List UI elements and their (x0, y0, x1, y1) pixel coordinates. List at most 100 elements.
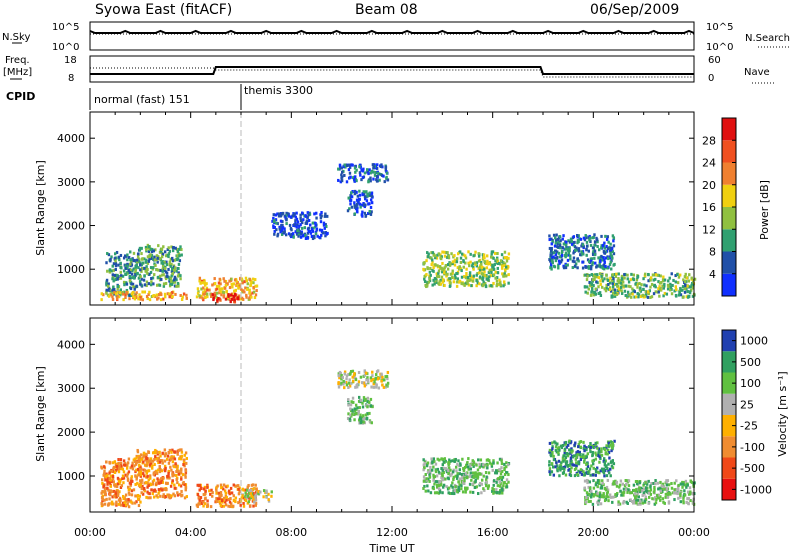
velocity-cell (151, 482, 155, 486)
velocity-cell (122, 504, 125, 508)
velocity-cell (592, 486, 596, 490)
velocity-cell (478, 462, 481, 466)
velocity-cell (451, 459, 454, 463)
power-cell (597, 256, 600, 260)
power-cell (354, 178, 358, 182)
velocity-cell (246, 488, 249, 492)
velocity-cell (357, 409, 361, 413)
power-cell (466, 275, 470, 279)
power-cell (162, 297, 165, 301)
power-cell (233, 293, 237, 297)
power-cell (426, 267, 429, 271)
power-cell (318, 228, 322, 232)
velocity-cell (149, 483, 153, 487)
velocity-cell (428, 475, 432, 479)
power-cell (503, 256, 507, 260)
velocity-cell (636, 492, 639, 496)
velocity-cell (178, 457, 181, 461)
power-cell (494, 259, 497, 263)
power-cell (582, 244, 585, 248)
velocity-cell (149, 461, 153, 465)
power-cell (354, 170, 357, 174)
velocity-cell (551, 441, 554, 445)
velocity-cell (347, 398, 350, 402)
velocity-cell (548, 472, 552, 476)
power-cell (480, 262, 483, 266)
velocity-cell (228, 500, 232, 504)
velocity-cell (616, 491, 619, 495)
power-cell (109, 293, 113, 297)
velocity-cell (173, 457, 177, 461)
velocity-cell (606, 448, 610, 452)
velocity-cell (447, 486, 451, 490)
power-cell (572, 235, 576, 239)
power-cell (208, 288, 211, 292)
velocity-cell (209, 505, 213, 509)
power-cell (146, 296, 149, 300)
power-cell (140, 267, 144, 271)
velocity-cell (110, 469, 113, 473)
velocity-cell (612, 495, 615, 499)
velocity-cell (605, 485, 609, 489)
velocity-cell (589, 493, 592, 497)
power-cell (233, 298, 236, 302)
power-cell (280, 229, 284, 233)
power-cell (285, 222, 288, 226)
power-cell (601, 258, 604, 262)
power-cell (280, 232, 284, 236)
power-cell (111, 264, 114, 268)
power-cell (594, 292, 598, 296)
velocity-cell (199, 486, 203, 490)
velocity-cell (103, 502, 107, 506)
velocity-cell (204, 492, 207, 496)
power-cell (426, 282, 429, 286)
power-cell (691, 294, 695, 298)
velocity-cell (666, 495, 670, 499)
velocity-cell (471, 475, 474, 479)
power-cell (473, 261, 477, 265)
velocity-cell (140, 491, 143, 495)
power-cell (219, 282, 222, 286)
power-cell (155, 268, 158, 272)
velocity-cell (428, 479, 431, 483)
velocity-cell (138, 463, 141, 467)
velocity-cell (122, 481, 125, 485)
power-cell (146, 267, 149, 271)
power-cell (441, 280, 444, 284)
power-cell (557, 266, 560, 270)
velocity-cell (246, 494, 250, 498)
power-cell (324, 234, 327, 238)
velocity-cell (267, 499, 271, 503)
power-cell (129, 264, 132, 268)
power-cell (326, 231, 329, 235)
velocity-cell (151, 451, 155, 455)
power-cell (632, 278, 636, 282)
power-cell (116, 284, 119, 288)
power-cell (553, 244, 557, 248)
power-cell (573, 245, 577, 249)
velocity-cell (586, 465, 590, 469)
velocity-cell (151, 492, 154, 496)
velocity-cell (492, 461, 495, 465)
power-cell (558, 235, 562, 239)
power-cell (479, 275, 482, 279)
velocity-cell (111, 502, 114, 506)
velocity-cell (228, 492, 231, 496)
y-tick-label: 4000 (57, 132, 85, 145)
velocity-cell (596, 470, 600, 474)
velocity-cell (639, 490, 642, 494)
power-cell (553, 256, 557, 260)
velocity-cell (345, 374, 349, 378)
velocity-cell (477, 458, 480, 462)
power-cell (636, 285, 639, 289)
power-cell (133, 285, 137, 289)
power-cell (475, 264, 479, 268)
freq-left-bottom-tick: 8 (68, 73, 74, 84)
velocity-cell (140, 457, 143, 461)
velocity-cell (603, 499, 607, 503)
velocity-cell (656, 481, 660, 485)
velocity-cell (459, 463, 462, 467)
power-cell (484, 281, 487, 285)
velocity-cell (585, 478, 589, 482)
power-cell (501, 266, 504, 270)
